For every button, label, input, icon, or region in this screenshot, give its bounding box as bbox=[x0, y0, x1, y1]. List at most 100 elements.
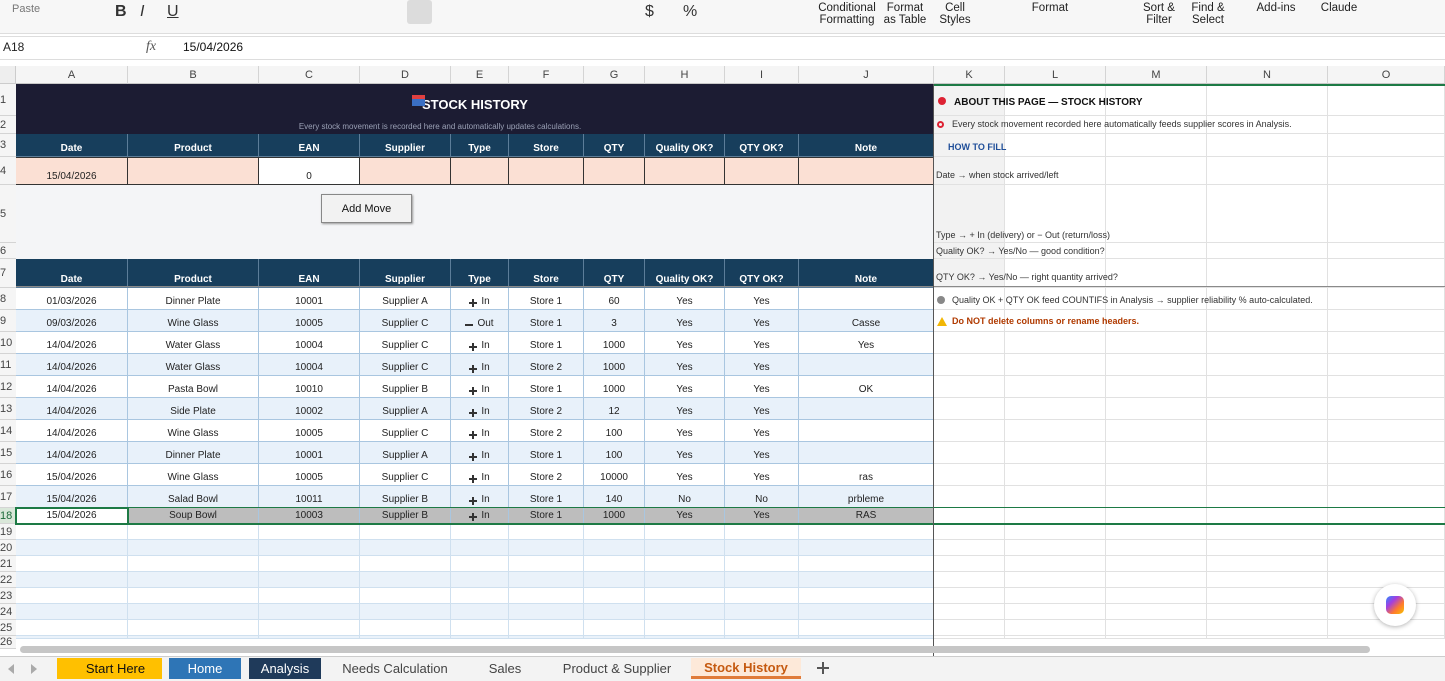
data-cell[interactable]: 12 bbox=[584, 398, 645, 420]
column-header[interactable]: L bbox=[1005, 66, 1106, 84]
cell[interactable] bbox=[725, 572, 799, 588]
data-cell[interactable]: 1000 bbox=[584, 376, 645, 398]
row-header[interactable]: 22 bbox=[0, 572, 16, 588]
data-cell[interactable]: In bbox=[451, 442, 509, 464]
cell[interactable] bbox=[1106, 84, 1207, 116]
row-header[interactable]: 5 bbox=[0, 185, 16, 243]
cell[interactable] bbox=[1328, 84, 1445, 116]
data-cell[interactable]: Store 1 bbox=[509, 486, 584, 508]
input-cell[interactable] bbox=[509, 157, 584, 185]
cell[interactable] bbox=[509, 572, 584, 588]
row-header[interactable]: 1 bbox=[0, 84, 16, 116]
header-cell[interactable]: EAN bbox=[259, 134, 360, 157]
cell[interactable] bbox=[259, 588, 360, 604]
cell[interactable] bbox=[1106, 442, 1207, 464]
cell[interactable] bbox=[1106, 243, 1207, 259]
cell[interactable] bbox=[799, 604, 934, 620]
cell[interactable] bbox=[1005, 464, 1106, 486]
format-button[interactable]: % bbox=[683, 3, 698, 20]
header-cell[interactable]: Note bbox=[799, 259, 934, 288]
data-cell[interactable]: Store 1 bbox=[509, 332, 584, 354]
data-cell[interactable]: 60 bbox=[584, 288, 645, 310]
row-header[interactable]: 8 bbox=[0, 288, 16, 310]
cell[interactable] bbox=[16, 636, 128, 639]
header-cell[interactable]: Quality OK? bbox=[645, 134, 725, 157]
formula-content[interactable]: 15/04/2026 bbox=[183, 40, 244, 54]
cell[interactable] bbox=[1328, 398, 1445, 420]
cell[interactable] bbox=[934, 332, 1005, 354]
cell[interactable] bbox=[934, 354, 1005, 376]
cell[interactable] bbox=[1106, 157, 1207, 185]
cell[interactable] bbox=[128, 604, 259, 620]
cell[interactable] bbox=[1328, 134, 1445, 157]
data-cell[interactable]: Wine Glass bbox=[128, 464, 259, 486]
cell[interactable] bbox=[1328, 157, 1445, 185]
cell[interactable] bbox=[451, 604, 509, 620]
data-cell[interactable]: 1000 bbox=[584, 508, 645, 524]
cell[interactable] bbox=[451, 588, 509, 604]
cell[interactable] bbox=[799, 524, 934, 540]
cell[interactable] bbox=[1106, 310, 1207, 332]
cell[interactable] bbox=[1207, 288, 1328, 310]
cell[interactable] bbox=[1005, 376, 1106, 398]
data-cell[interactable]: Yes bbox=[645, 508, 725, 524]
row-header[interactable]: 15 bbox=[0, 442, 16, 464]
cell[interactable] bbox=[934, 620, 1005, 636]
ribbon-button[interactable]: Format as Table bbox=[860, 2, 950, 26]
cell[interactable] bbox=[799, 636, 934, 639]
data-cell[interactable]: 100 bbox=[584, 420, 645, 442]
data-cell[interactable]: Supplier A bbox=[360, 398, 451, 420]
data-cell[interactable]: Yes bbox=[725, 310, 799, 332]
cell[interactable] bbox=[1005, 604, 1106, 620]
cell[interactable] bbox=[1328, 556, 1445, 572]
data-cell[interactable]: In bbox=[451, 508, 509, 524]
data-cell[interactable]: Pasta Bowl bbox=[128, 376, 259, 398]
input-cell[interactable]: 0 bbox=[259, 157, 360, 185]
cell[interactable] bbox=[934, 420, 1005, 442]
cell[interactable] bbox=[1207, 376, 1328, 398]
data-cell[interactable]: Supplier C bbox=[360, 310, 451, 332]
data-cell[interactable]: 09/03/2026 bbox=[16, 310, 128, 332]
column-header[interactable]: H bbox=[645, 66, 725, 84]
data-cell[interactable]: 15/04/2026 bbox=[16, 486, 128, 508]
data-cell[interactable]: In bbox=[451, 420, 509, 442]
cell[interactable] bbox=[1207, 354, 1328, 376]
input-cell[interactable] bbox=[451, 157, 509, 185]
column-header[interactable]: J bbox=[799, 66, 934, 84]
data-cell[interactable]: Supplier B bbox=[360, 486, 451, 508]
cell[interactable] bbox=[725, 588, 799, 604]
cell[interactable] bbox=[584, 524, 645, 540]
column-header[interactable]: A bbox=[16, 66, 128, 84]
cell[interactable] bbox=[360, 620, 451, 636]
ribbon-button[interactable]: Cell Styles bbox=[910, 2, 1000, 26]
cell[interactable] bbox=[1207, 572, 1328, 588]
cell[interactable] bbox=[1207, 398, 1328, 420]
data-cell[interactable]: In bbox=[451, 332, 509, 354]
header-cell[interactable]: EAN bbox=[259, 259, 360, 288]
header-cell[interactable]: Store bbox=[509, 134, 584, 157]
header-cell[interactable]: Type bbox=[451, 259, 509, 288]
header-cell[interactable]: Supplier bbox=[360, 134, 451, 157]
cell[interactable] bbox=[934, 116, 1005, 134]
data-cell[interactable]: Yes bbox=[799, 332, 934, 354]
name-box[interactable]: A18 bbox=[3, 40, 25, 54]
cell[interactable] bbox=[799, 588, 934, 604]
cell[interactable] bbox=[934, 572, 1005, 588]
data-cell[interactable]: Wine Glass bbox=[128, 310, 259, 332]
data-cell[interactable]: 3 bbox=[584, 310, 645, 332]
cell[interactable] bbox=[799, 540, 934, 556]
cell[interactable] bbox=[1005, 524, 1106, 540]
cell[interactable] bbox=[1106, 604, 1207, 620]
row-header[interactable]: 6 bbox=[0, 243, 16, 259]
data-cell[interactable]: 14/04/2026 bbox=[16, 442, 128, 464]
data-cell[interactable]: 10005 bbox=[259, 420, 360, 442]
cell[interactable] bbox=[934, 243, 1005, 259]
data-cell[interactable] bbox=[799, 442, 934, 464]
data-cell[interactable]: In bbox=[451, 486, 509, 508]
sheet-tab[interactable]: Stock History bbox=[691, 658, 801, 679]
row-header[interactable]: 3 bbox=[0, 134, 16, 157]
cell[interactable] bbox=[645, 604, 725, 620]
row-header[interactable]: 21 bbox=[0, 556, 16, 572]
data-cell[interactable]: Yes bbox=[645, 464, 725, 486]
cell[interactable] bbox=[1328, 636, 1445, 639]
